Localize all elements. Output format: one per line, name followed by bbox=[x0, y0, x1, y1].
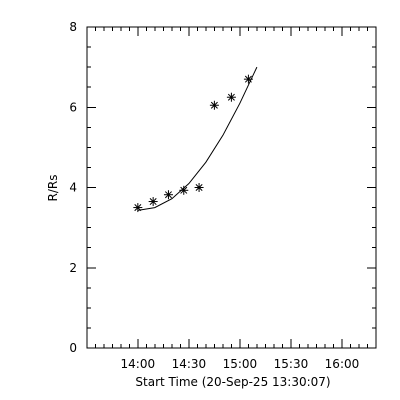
data-point-asterisk bbox=[179, 185, 189, 195]
y-tick-label: 0 bbox=[69, 341, 77, 355]
x-axis-tick-labels: 14:00 14:30 15:00 15:30 16:00 bbox=[121, 357, 360, 371]
fit-curve bbox=[137, 66, 258, 211]
asterisk-stroke bbox=[244, 75, 252, 83]
x-tick-label: 16:00 bbox=[325, 357, 360, 371]
y-tick-label: 4 bbox=[69, 181, 77, 195]
x-axis-label: Start Time (20-Sep-25 13:30:07) bbox=[135, 375, 330, 389]
data-point-asterisk bbox=[163, 190, 173, 200]
data-point-asterisk bbox=[209, 100, 219, 110]
data-points-layer bbox=[133, 74, 253, 213]
x-tick-label: 15:30 bbox=[274, 357, 309, 371]
y-axis-label: R/Rs bbox=[46, 175, 60, 202]
asterisk-stroke bbox=[149, 198, 157, 206]
y-tick-label: 2 bbox=[69, 261, 77, 275]
data-point-asterisk bbox=[148, 197, 158, 207]
x-tick-label: 14:00 bbox=[121, 357, 156, 371]
x-tick-label: 15:00 bbox=[223, 357, 258, 371]
asterisk-stroke bbox=[210, 101, 218, 109]
asterisk-stroke bbox=[164, 191, 172, 199]
data-point-asterisk bbox=[226, 92, 236, 102]
y-axis-tick-labels: 0 2 4 6 8 bbox=[69, 20, 77, 355]
x-tick-label: 14:30 bbox=[172, 357, 207, 371]
asterisk-stroke bbox=[227, 93, 235, 101]
y-axis-ticks bbox=[87, 26, 376, 349]
asterisk-stroke bbox=[195, 183, 203, 192]
asterisk-stroke bbox=[180, 186, 188, 194]
fit-curve-layer bbox=[137, 66, 258, 211]
y-tick-label: 8 bbox=[69, 20, 77, 34]
data-point-asterisk bbox=[243, 74, 253, 84]
data-point-asterisk bbox=[194, 183, 204, 192]
data-point-asterisk bbox=[133, 203, 143, 213]
asterisk-stroke bbox=[134, 204, 142, 212]
x-axis-ticks bbox=[94, 27, 368, 348]
y-tick-label: 6 bbox=[69, 100, 77, 114]
